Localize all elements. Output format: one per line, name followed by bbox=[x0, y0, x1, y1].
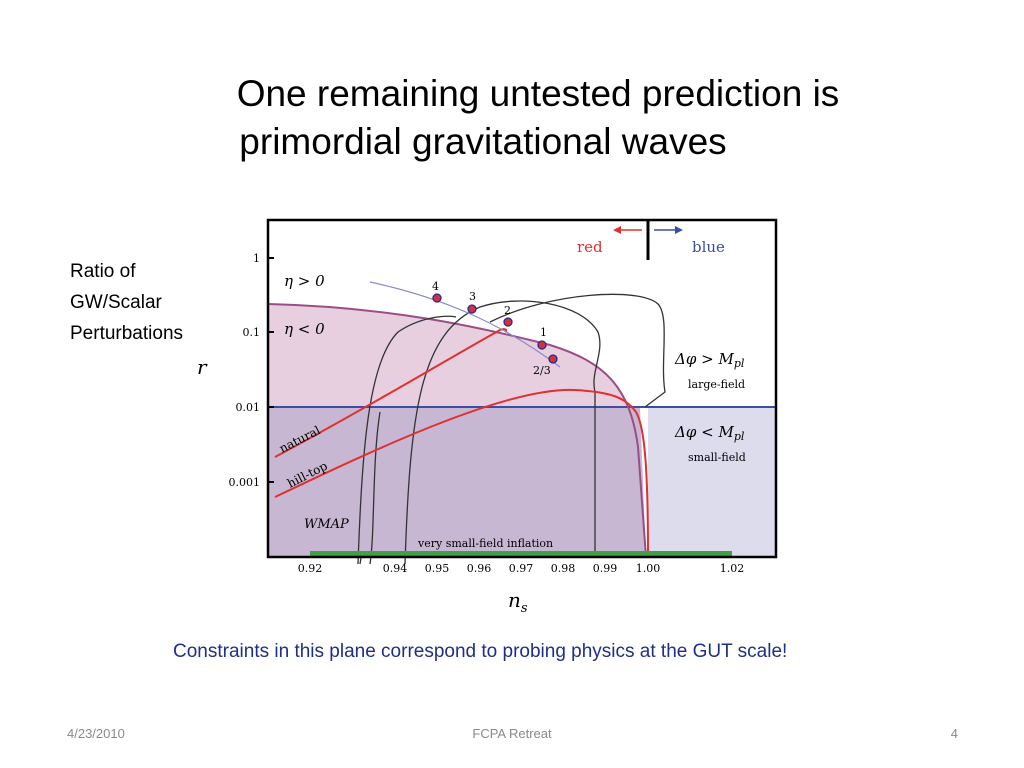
large-field-condition: Δφ > Mpl bbox=[674, 350, 745, 370]
point-label: 2/3 bbox=[533, 364, 551, 377]
y-tick-label: 0.1 bbox=[243, 326, 261, 339]
x-tick-label: 0.96 bbox=[467, 562, 492, 575]
y-tick-label: 0.001 bbox=[229, 476, 261, 489]
model-points bbox=[432, 293, 558, 364]
page-number: 4 bbox=[950, 726, 958, 741]
y-tick-label: 1 bbox=[253, 252, 260, 265]
blue-label: blue bbox=[692, 238, 725, 256]
x-axis-symbol: ns bbox=[508, 588, 528, 616]
slide-title: One remaining untested prediction is pri… bbox=[0, 70, 1024, 166]
red-arrow-head bbox=[613, 226, 621, 234]
x-tick-label: 0.99 bbox=[593, 562, 618, 575]
blue-arrow-head bbox=[675, 226, 683, 234]
x-tick-label: 0.94 bbox=[383, 562, 408, 575]
point-labels: 4 3 2 1 2/3 bbox=[432, 280, 551, 377]
plot-frame bbox=[266, 218, 778, 559]
point-label: 3 bbox=[469, 290, 476, 303]
large-field-label: large-field bbox=[688, 378, 745, 391]
x-tick-label: 0.98 bbox=[551, 562, 576, 575]
y-axis-description-line: Ratio of bbox=[70, 261, 136, 282]
footer-title: FCPA Retreat bbox=[472, 726, 552, 741]
x-tick-label: 1.02 bbox=[720, 562, 745, 575]
eta-curve bbox=[369, 281, 561, 368]
slide-title-line1: One remaining untested prediction is bbox=[236, 73, 840, 114]
small-field-condition: Δφ < Mpl bbox=[674, 423, 745, 443]
contour-middle bbox=[404, 300, 601, 565]
x-tick-label: 0.95 bbox=[425, 562, 450, 575]
footer-date: 4/23/2010 bbox=[67, 726, 125, 741]
slide-caption: Constraints in this plane correspond to … bbox=[173, 641, 788, 662]
red-label: red bbox=[577, 238, 603, 256]
y-tick-labels: 1 0.1 0.01 0.001 bbox=[229, 252, 261, 489]
purple-region bbox=[268, 407, 646, 557]
point-label: 4 bbox=[432, 280, 439, 293]
point-4 bbox=[432, 293, 442, 303]
contour-inner bbox=[357, 315, 457, 565]
eta-negative-label: η < 0 bbox=[284, 320, 325, 338]
x-tick-label: 0.97 bbox=[509, 562, 534, 575]
small-field-label: small-field bbox=[688, 451, 746, 464]
point-2-3 bbox=[548, 354, 558, 364]
y-axis-description-line: GW/Scalar bbox=[70, 292, 162, 313]
ns-r-plot: 4 3 2 1 2/3 red blue η > 0 η < 0 Δφ > Mp… bbox=[229, 218, 778, 575]
y-axis-ticks bbox=[268, 257, 274, 483]
blue-region bbox=[648, 407, 776, 557]
y-axis-symbol: r bbox=[197, 355, 207, 379]
y-axis-description-line: Perturbations bbox=[70, 323, 184, 344]
y-axis-description: Ratio of GW/Scalar Perturbations bbox=[70, 256, 183, 349]
y-tick-label: 0.01 bbox=[236, 401, 261, 414]
point-2 bbox=[503, 317, 513, 327]
point-label: 2 bbox=[504, 304, 511, 317]
model-curves bbox=[274, 328, 649, 558]
x-tick-label: 0.92 bbox=[298, 562, 323, 575]
hilltop-curve bbox=[274, 388, 649, 558]
point-3 bbox=[467, 304, 477, 314]
natural-curve bbox=[274, 328, 508, 458]
eta-positive-label: η > 0 bbox=[284, 272, 325, 290]
wmap-label: WMAP bbox=[304, 517, 349, 532]
x-tick-label: 1.00 bbox=[636, 562, 661, 575]
point-1 bbox=[537, 340, 547, 350]
x-tick-labels: 0.92 0.94 0.95 0.96 0.97 0.98 0.99 1.00 … bbox=[298, 562, 745, 575]
slide-title-line2: primordial gravitational waves bbox=[239, 121, 727, 162]
green-range-bar bbox=[310, 551, 732, 558]
very-small-field-label: very small-field inflation bbox=[417, 537, 553, 550]
contour-outer bbox=[489, 293, 666, 408]
point-label: 1 bbox=[540, 326, 547, 339]
